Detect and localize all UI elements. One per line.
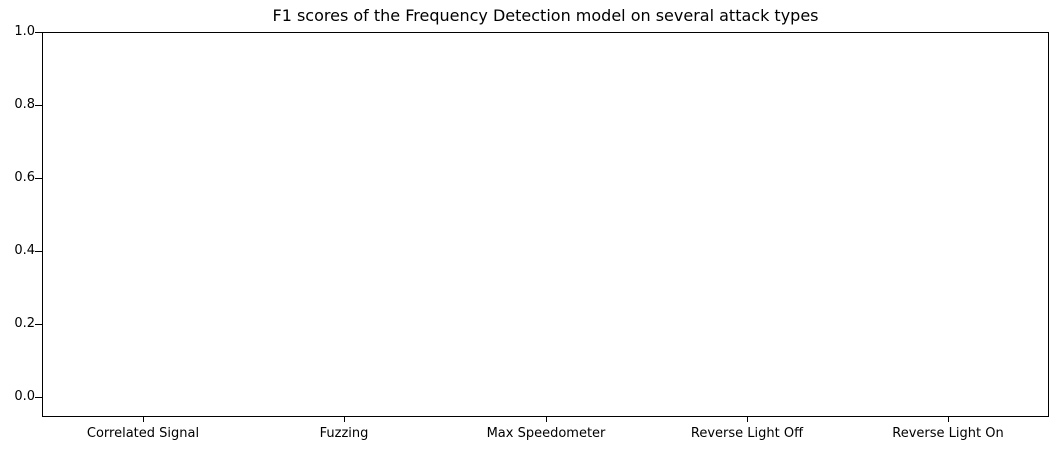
y-tick-label: 0.2 [14,316,35,331]
y-tick-label: 0.8 [14,97,35,112]
x-tick [747,417,748,422]
y-tick-label: 0.6 [14,170,35,185]
y-tick [35,178,42,179]
x-tick-label: Max Speedometer [486,426,606,441]
y-tick [35,105,42,106]
y-tick [35,32,42,33]
x-tick-label: Fuzzing [319,426,369,441]
x-tick [948,417,949,422]
plot-area [42,32,1049,417]
y-tick-label: 0.0 [14,389,35,404]
x-tick-label: Reverse Light On [892,426,1004,441]
x-tick [546,417,547,422]
x-tick-label: Correlated Signal [86,426,200,441]
x-tick-label: Reverse Light Off [690,426,804,441]
y-tick [35,324,42,325]
y-tick-label: 0.4 [14,243,35,258]
x-tick [344,417,345,422]
y-tick [35,251,42,252]
chart-title: F1 scores of the Frequency Detection mod… [272,6,819,25]
y-tick-label: 1.0 [14,24,35,39]
y-tick [35,397,42,398]
x-tick [143,417,144,422]
